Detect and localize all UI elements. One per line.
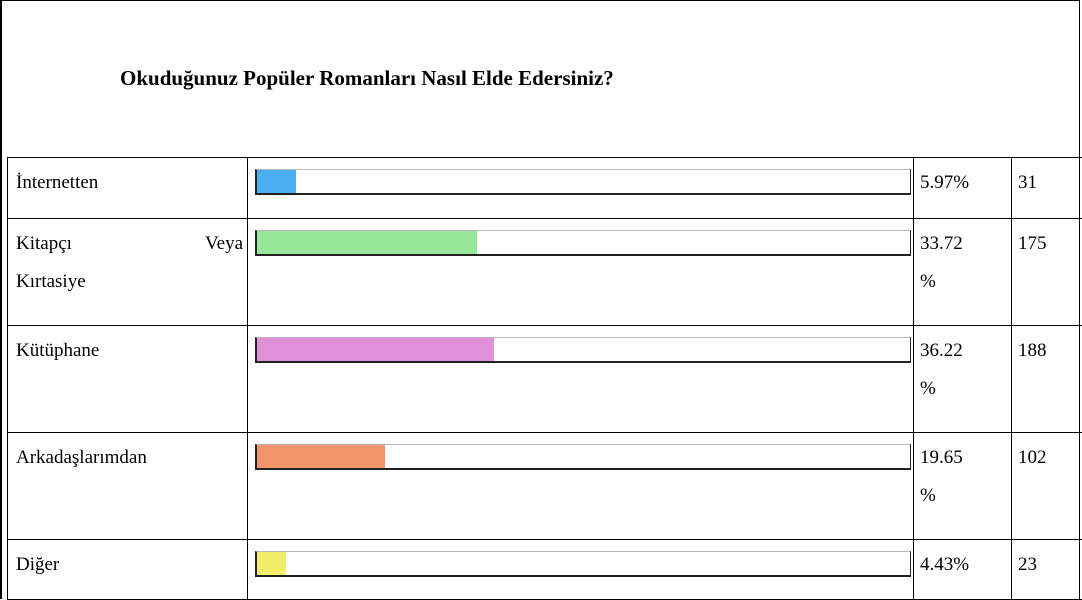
table-row: Arkadaşlarımdan 19.65% 102 [8,433,1082,540]
percent-cell: 19.65% [914,433,1012,540]
count-cell: 23 [1012,540,1082,600]
count-cell: 102 [1012,433,1082,540]
bar-cell [248,433,914,540]
row-label: Arkadaşlarımdan [8,433,248,540]
bar-cell [248,540,914,600]
table-row: Diğer 4.43% 23 [8,540,1082,600]
count-cell: 175 [1012,219,1082,326]
progress-bar-fill [257,338,494,361]
page-title: Okuduğunuz Popüler Romanları Nasıl Elde … [120,63,614,93]
percent-cell: 33.72% [914,219,1012,326]
percent-cell: 5.97% [914,158,1012,219]
progress-bar [255,444,911,470]
count-cell: 188 [1012,326,1082,433]
bar-cell [248,219,914,326]
count-cell: 31 [1012,158,1082,219]
row-label: Kütüphane [8,326,248,433]
percent-cell: 36.22% [914,326,1012,433]
progress-bar-fill [257,445,385,468]
progress-bar [255,169,911,195]
progress-bar [255,230,911,256]
row-label: Diğer [8,540,248,600]
progress-bar-fill [257,170,296,193]
percent-cell: 4.43% [914,540,1012,600]
progress-bar-fill [257,552,286,575]
progress-bar [255,551,911,577]
table-row: Kütüphane 36.22% 188 [8,326,1082,433]
progress-bar-fill [257,231,477,254]
table-row: İnternetten 5.97% 31 [8,158,1082,219]
row-label: İnternetten [8,158,248,219]
bar-cell [248,158,914,219]
progress-bar [255,337,911,363]
bar-cell [248,326,914,433]
